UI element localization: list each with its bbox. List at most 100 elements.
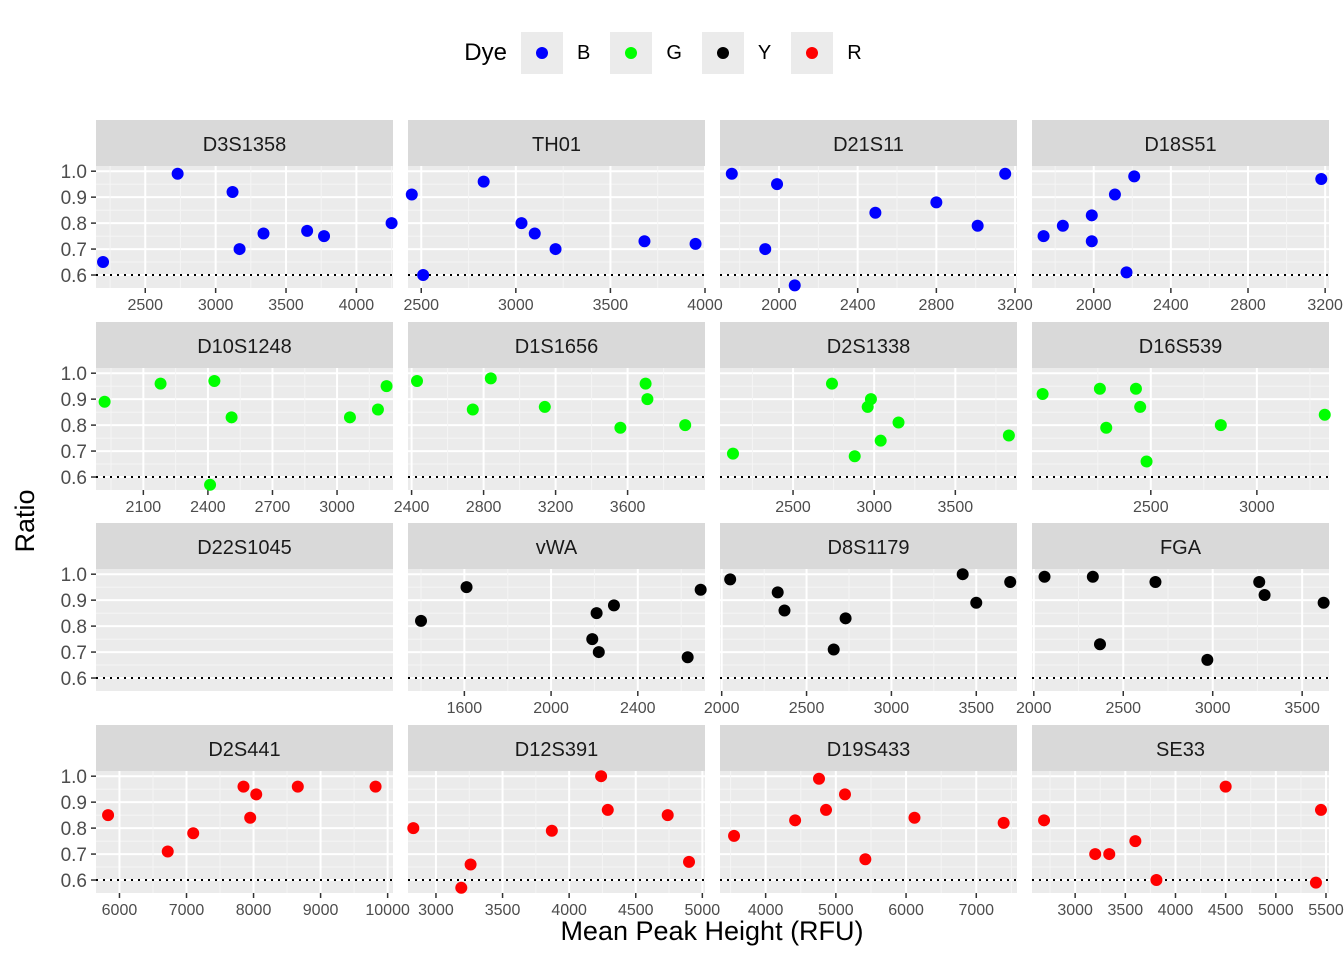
data-point bbox=[415, 614, 428, 627]
data-point bbox=[759, 243, 772, 256]
data-point bbox=[1134, 400, 1147, 413]
y-tick-label: 0.8 bbox=[61, 214, 87, 235]
data-point bbox=[813, 772, 825, 785]
x-tick-label: 2500 bbox=[403, 297, 439, 314]
panel-d2s441: D2S441 6000 7000 8000 9000 10000 0.6 0.7 0.8 0.9 1… bbox=[61, 725, 410, 919]
panel-d18s51: D18S51 2000 2400 2800 3200 bbox=[1032, 120, 1343, 314]
x-tick-label: 7000 bbox=[958, 902, 994, 919]
data-point bbox=[683, 855, 696, 868]
data-point bbox=[455, 881, 468, 894]
x-tick-label: 2100 bbox=[126, 499, 162, 516]
x-tick-label: 10000 bbox=[365, 902, 410, 919]
data-point bbox=[930, 196, 943, 209]
strip-d21s11 bbox=[720, 120, 1017, 166]
data-point bbox=[1318, 408, 1331, 421]
panel-bg-d2s1338 bbox=[720, 368, 1017, 490]
x-tick-label: 3200 bbox=[538, 499, 574, 516]
data-point bbox=[771, 178, 784, 191]
data-point bbox=[908, 811, 921, 824]
x-tick-label: 1600 bbox=[447, 700, 483, 717]
data-point bbox=[726, 447, 739, 460]
panel-bg-d16s539 bbox=[1032, 368, 1329, 490]
legend-key-r bbox=[791, 32, 834, 74]
data-point bbox=[839, 612, 852, 625]
data-point bbox=[477, 175, 490, 188]
legend-label-g: G bbox=[666, 41, 682, 64]
data-point bbox=[956, 568, 969, 581]
data-point bbox=[1004, 575, 1017, 588]
data-point bbox=[371, 403, 384, 416]
data-point bbox=[788, 279, 801, 292]
data-point bbox=[638, 235, 651, 248]
x-tick-label: 6000 bbox=[888, 902, 924, 919]
data-point bbox=[318, 230, 331, 243]
data-point bbox=[869, 206, 882, 219]
data-point bbox=[1093, 638, 1106, 651]
panel-bg-th01 bbox=[408, 166, 705, 288]
data-point bbox=[999, 167, 1012, 180]
data-point bbox=[724, 573, 737, 586]
x-tick-label: 2400 bbox=[190, 499, 226, 516]
data-point bbox=[1129, 835, 1142, 848]
strip-d18s51 bbox=[1032, 120, 1329, 166]
data-point bbox=[466, 403, 479, 416]
strip-fga bbox=[1032, 523, 1329, 569]
x-tick-label: 3200 bbox=[997, 297, 1033, 314]
data-point bbox=[586, 633, 599, 646]
y-tick-label: 0.8 bbox=[61, 819, 87, 840]
x-tick-label: 2400 bbox=[620, 700, 656, 717]
x-tick-label: 5000 bbox=[818, 902, 854, 919]
strip-label-d21s11: D21S11 bbox=[833, 134, 904, 156]
data-point bbox=[257, 227, 270, 240]
y-tick-label: 1.0 bbox=[61, 767, 87, 788]
strip-label-d12s391: D12S391 bbox=[515, 739, 598, 761]
x-tick-label: 4000 bbox=[687, 297, 723, 314]
strip-label-d2s441: D2S441 bbox=[208, 739, 280, 761]
x-tick-label: 3000 bbox=[1057, 902, 1093, 919]
legend-label-b: B bbox=[576, 41, 591, 64]
data-point bbox=[1309, 876, 1322, 889]
data-point bbox=[1120, 266, 1133, 279]
data-point bbox=[204, 478, 217, 491]
data-point bbox=[98, 395, 111, 408]
data-point bbox=[1056, 219, 1069, 232]
data-point bbox=[590, 607, 603, 620]
strip-label-d22s1045: D22S1045 bbox=[197, 537, 292, 559]
data-point bbox=[778, 604, 791, 617]
x-axis-title: Mean Peak Height (RFU) bbox=[560, 916, 863, 946]
data-point bbox=[1086, 570, 1099, 583]
data-point bbox=[859, 853, 872, 866]
x-tick-label: 2000 bbox=[704, 700, 740, 717]
data-point bbox=[1314, 803, 1327, 816]
data-point bbox=[607, 599, 620, 612]
y-tick-label: 1.0 bbox=[61, 364, 87, 385]
panel-d10s1248: D10S1248 2100 2400 2700 3000 0.6 0.7 0.8 0.9 1.0 bbox=[61, 322, 393, 516]
legend-dot-b bbox=[535, 47, 548, 59]
y-tick-label: 0.9 bbox=[61, 188, 87, 209]
x-tick-label: 3200 bbox=[1307, 297, 1343, 314]
data-point bbox=[1038, 570, 1051, 583]
data-point bbox=[417, 269, 430, 282]
legend-key-g bbox=[610, 32, 653, 74]
data-point bbox=[1100, 421, 1113, 434]
data-point bbox=[464, 858, 477, 871]
x-tick-label: 5000 bbox=[1258, 902, 1294, 919]
x-tick-label: 3500 bbox=[1284, 700, 1320, 717]
data-point bbox=[1002, 429, 1015, 442]
data-point bbox=[460, 581, 473, 594]
strip-label-d19s433: D19S433 bbox=[827, 739, 910, 761]
data-point bbox=[1317, 596, 1330, 609]
x-tick-label: 2500 bbox=[775, 499, 811, 516]
x-tick-label: 9000 bbox=[303, 902, 339, 919]
strip-label-se33: SE33 bbox=[1156, 739, 1205, 761]
data-point bbox=[385, 217, 398, 230]
strip-label-d18s51: D18S51 bbox=[1144, 134, 1216, 156]
strip-d8s1179 bbox=[720, 523, 1017, 569]
legend-title: Dye bbox=[464, 39, 507, 66]
panel-d1s1656: D1S1656 2400 2800 3200 3600 bbox=[394, 322, 705, 516]
legend-key-y bbox=[701, 32, 744, 74]
x-tick-label: 3000 bbox=[1195, 700, 1231, 717]
x-tick-label: 3500 bbox=[485, 902, 521, 919]
data-point bbox=[1150, 874, 1163, 887]
x-tick-label: 2800 bbox=[1230, 297, 1266, 314]
